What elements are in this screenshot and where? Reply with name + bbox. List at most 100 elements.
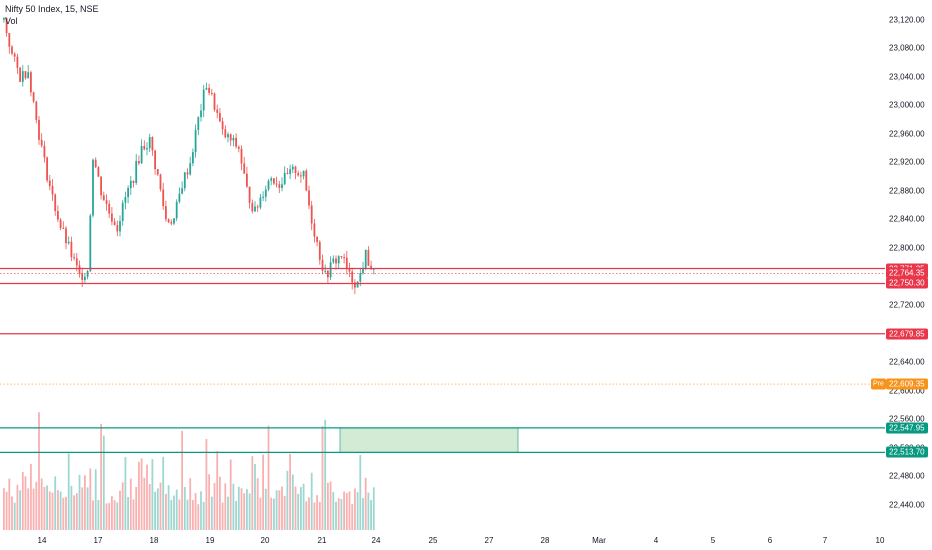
- candle-body: [321, 259, 324, 271]
- time-tick-label: 17: [93, 536, 103, 545]
- candle-body: [13, 53, 16, 57]
- volume-bar: [264, 488, 267, 530]
- candle-body: [335, 258, 337, 264]
- volume-bar: [267, 425, 270, 530]
- candle-body: [5, 17, 8, 34]
- candle-body: [313, 223, 316, 237]
- volume-bar: [162, 456, 165, 530]
- volume-bar: [362, 498, 364, 530]
- candle-body: [111, 213, 113, 222]
- volume-bar: [132, 499, 135, 530]
- candle-body: [113, 221, 116, 226]
- candle-body: [351, 271, 354, 283]
- time-tick-label: 24: [371, 536, 381, 545]
- volume-bar: [81, 487, 84, 530]
- volume-bar: [124, 457, 127, 530]
- time-tick-label: 18: [149, 536, 159, 545]
- volume-bar: [227, 496, 229, 530]
- time-scale[interactable]: 14 17 18 19 20 21 24 25 27 28 Mar 4 5 6 7 10: [0, 531, 885, 550]
- volume-bar: [21, 471, 24, 530]
- volume-bar: [73, 495, 75, 530]
- volume-bar: [51, 492, 54, 530]
- volume-bar: [48, 491, 51, 530]
- candle-body: [75, 258, 78, 266]
- candle-body: [67, 241, 70, 244]
- volume-bar: [200, 491, 202, 530]
- candle-body: [183, 172, 186, 189]
- time-tick-label: 14: [37, 536, 47, 545]
- candle-body: [229, 134, 232, 141]
- volume-bar: [119, 490, 121, 530]
- candle-body: [3, 17, 5, 20]
- time-tick-label: 7: [822, 536, 828, 545]
- volume-bar: [102, 435, 105, 530]
- volume-bar: [254, 463, 256, 530]
- candlestick-chart[interactable]: [0, 0, 885, 531]
- candle-body: [124, 197, 127, 203]
- volume-bar: [216, 451, 219, 530]
- symbol-legend[interactable]: Nifty 50 Index, 15, NSE: [5, 4, 99, 14]
- volume-bar: [256, 478, 259, 530]
- candle-body: [181, 188, 183, 194]
- volume-bar: [310, 472, 313, 530]
- candle-body: [192, 152, 194, 164]
- candle-body: [43, 145, 46, 158]
- volume-bar: [283, 495, 286, 530]
- candle-body: [367, 249, 370, 266]
- volume-bar: [205, 439, 208, 530]
- volume-bar: [316, 495, 318, 530]
- green-zone: [339, 427, 519, 453]
- volume-bar: [221, 502, 224, 530]
- candle-body: [208, 87, 210, 93]
- candle-body: [51, 186, 54, 195]
- pre-market-tag: 22,609.35: [886, 378, 928, 390]
- candle-body: [138, 160, 140, 164]
- candle-body: [200, 110, 202, 118]
- volume-bar: [318, 501, 321, 530]
- volume-legend[interactable]: Vol: [5, 16, 18, 26]
- time-tick-label: 5: [710, 536, 716, 545]
- candle-body: [359, 273, 362, 282]
- volume-bar: [359, 455, 362, 530]
- price-tick-label: 22,840.00: [889, 214, 925, 224]
- candle-body: [89, 215, 92, 271]
- candle-body: [213, 93, 216, 110]
- candle-body: [332, 258, 335, 263]
- volume-bar: [232, 483, 235, 530]
- volume-bar: [165, 493, 167, 530]
- candle-body: [35, 101, 38, 120]
- candle-body: [308, 190, 310, 206]
- candle-body: [86, 270, 89, 277]
- volume-bar: [121, 482, 124, 530]
- chart-area[interactable]: Nifty 50 Index, 15, NSE Vol: [0, 0, 885, 531]
- volume-bar: [84, 475, 86, 530]
- price-tick-label: 22,800.00: [889, 243, 925, 253]
- candle-body: [221, 121, 224, 130]
- candle-body: [329, 262, 332, 278]
- volume-bar: [94, 469, 97, 530]
- candle-body: [40, 139, 43, 146]
- volume-bar: [213, 483, 216, 530]
- volume-bar: [294, 486, 297, 530]
- candle-body: [205, 87, 208, 90]
- candle-body: [259, 197, 262, 208]
- volume-bar: [13, 502, 16, 530]
- candle-body: [121, 202, 124, 222]
- candle-body: [151, 137, 154, 151]
- volume-bar: [224, 483, 227, 530]
- price-tick-label: 22,560.00: [889, 414, 925, 424]
- price-scale[interactable]: 23,120.00 23,080.00 23,040.00 23,000.00 22,9…: [871, 0, 932, 531]
- price-tick-label: 23,080.00: [889, 43, 925, 53]
- candle-body: [348, 268, 351, 272]
- price-tick-label: 22,480.00: [889, 471, 925, 481]
- candle-body: [267, 180, 270, 190]
- candle-body: [251, 202, 254, 212]
- volume-bar: [210, 496, 213, 530]
- volume-bar: [278, 490, 281, 530]
- candle-body: [343, 257, 345, 259]
- candles: [3, 17, 375, 295]
- volume-bar: [321, 426, 324, 530]
- volume-bar: [327, 482, 329, 530]
- volume-bar: [186, 499, 189, 530]
- price-tick-label: 22,600.00: [889, 386, 925, 396]
